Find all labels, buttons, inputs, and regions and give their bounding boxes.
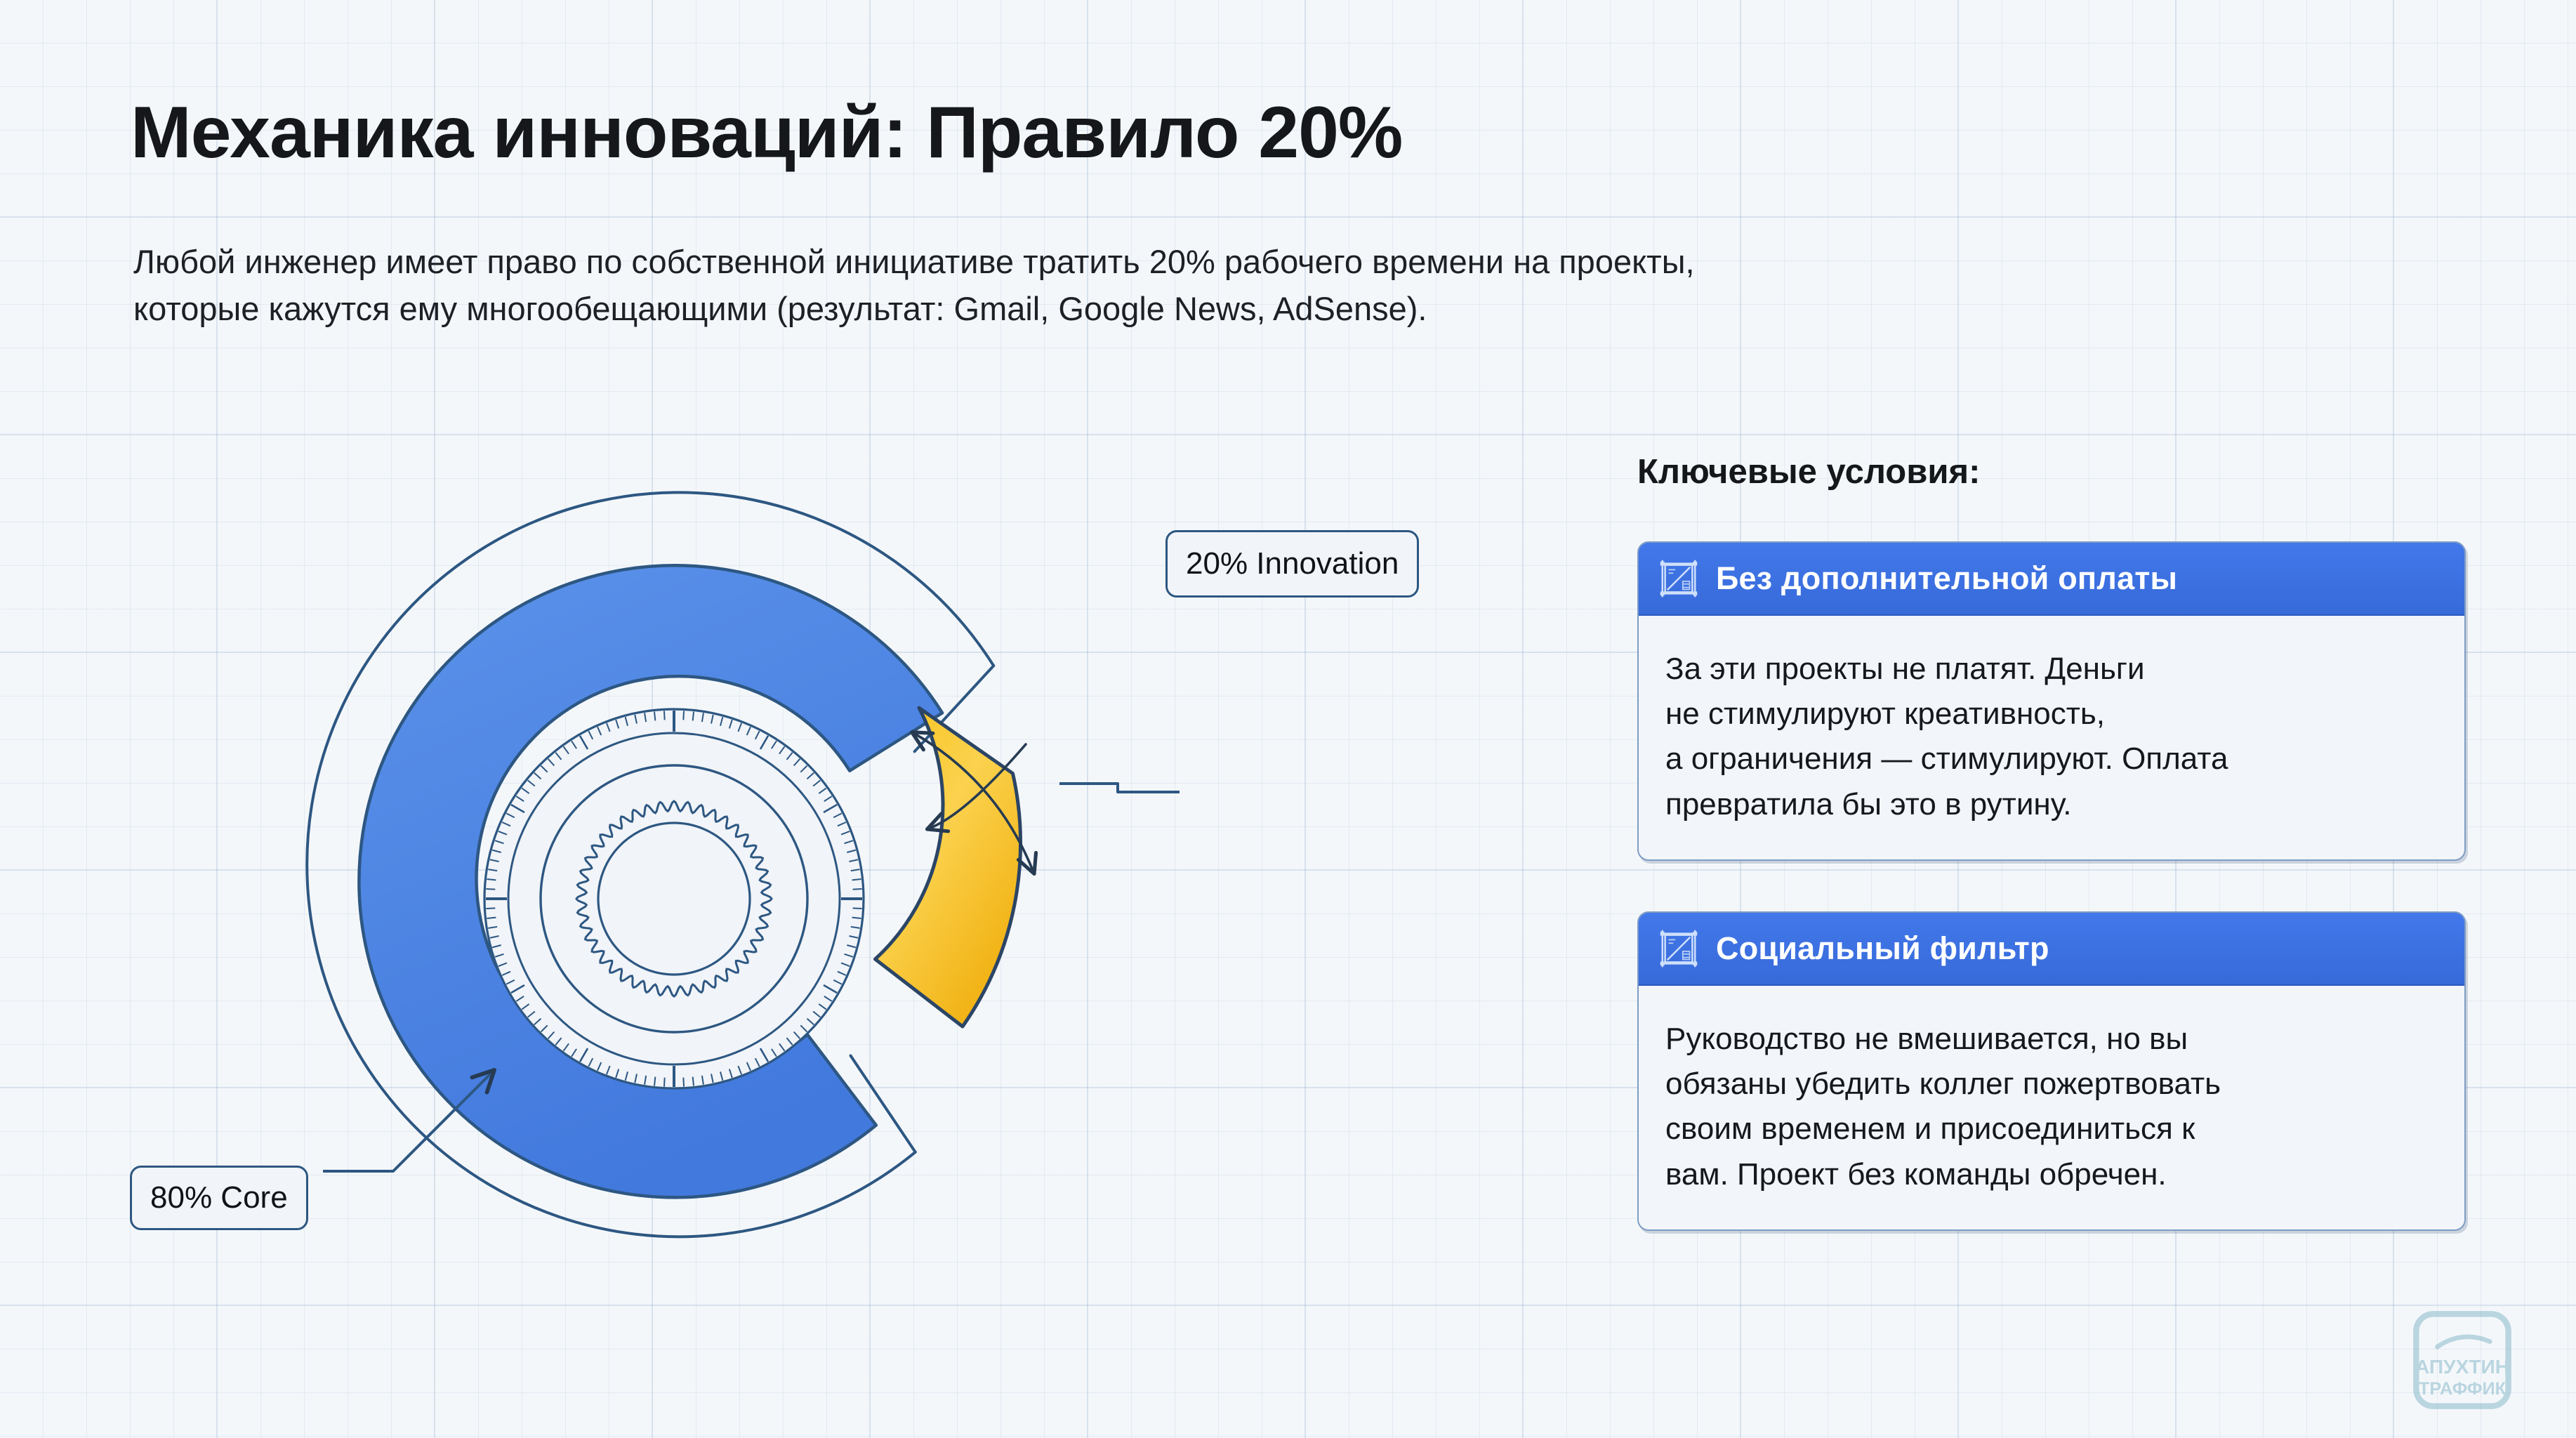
donut-chart <box>84 435 1573 1369</box>
card-title: Социальный фильтр <box>1716 930 2049 967</box>
watermark-logo: АПУХТИН ТРАФФИК <box>2410 1307 2515 1413</box>
card-body: Руководство не вмешивается, но вы обязан… <box>1639 986 2464 1229</box>
core-segment-80 <box>357 564 944 1199</box>
innovation-segment-20[interactable] <box>873 706 1038 1029</box>
watermark-line-2: ТРАФФИК <box>2419 1379 2506 1399</box>
card-body-line-1: За эти проекты не платят. Деньги <box>1665 652 2145 686</box>
page-subtitle: Любой инженер имеет право по собственной… <box>133 239 2064 332</box>
blueprint-icon <box>1657 557 1700 600</box>
card-body-line-4: превратила бы это в рутину. <box>1665 786 2072 822</box>
subtitle-line-2: которые кажутся ему многообещающими (рез… <box>133 289 1427 327</box>
card-body: За эти проекты не платят. Деньги не стим… <box>1639 616 2464 859</box>
card-body-line-2: не стимулируют креативность, <box>1665 697 2106 732</box>
callout-20-innovation[interactable]: 20% Innovation <box>1165 530 1420 598</box>
panel-heading: Ключевые условия: <box>1637 453 1981 491</box>
watermark-line-1: АПУХТИН <box>2415 1356 2509 1378</box>
subtitle-line-1: Любой инженер имеет право по собственной… <box>133 243 1695 280</box>
blueprint-icon <box>1657 927 1700 970</box>
card-body-line-3: а ограничения — стимулируют. Оплата <box>1665 741 2228 777</box>
connector-innovation <box>1059 782 1180 793</box>
page-title: Механика инноваций: Правило 20% <box>131 92 1403 173</box>
card-body-line-3: своим временем и присоединиться к <box>1665 1112 2195 1147</box>
card-title: Без дополнительной оплаты <box>1716 560 2178 597</box>
card-header: Социальный фильтр <box>1639 912 2464 986</box>
card-body-line-1: Руководство не вмешивается, но вы <box>1665 1021 2188 1056</box>
condition-card-no-extra-pay: Без дополнительной оплаты За эти проекты… <box>1637 541 2466 861</box>
card-header: Без дополнительной оплаты <box>1639 543 2464 616</box>
key-conditions-panel: Ключевые условия: <box>1637 455 2466 1231</box>
gear-ring <box>575 800 773 998</box>
connector-core <box>323 1068 496 1173</box>
card-body-line-2: обязаны убедить коллег пожертвовать <box>1665 1067 2221 1102</box>
callout-80-core[interactable]: 80% Core <box>130 1166 308 1230</box>
condition-card-social-filter: Социальный фильтр Руководство не вмешива… <box>1637 911 2466 1231</box>
card-body-line-4: вам. Проект без команды обречен. <box>1665 1156 2167 1192</box>
